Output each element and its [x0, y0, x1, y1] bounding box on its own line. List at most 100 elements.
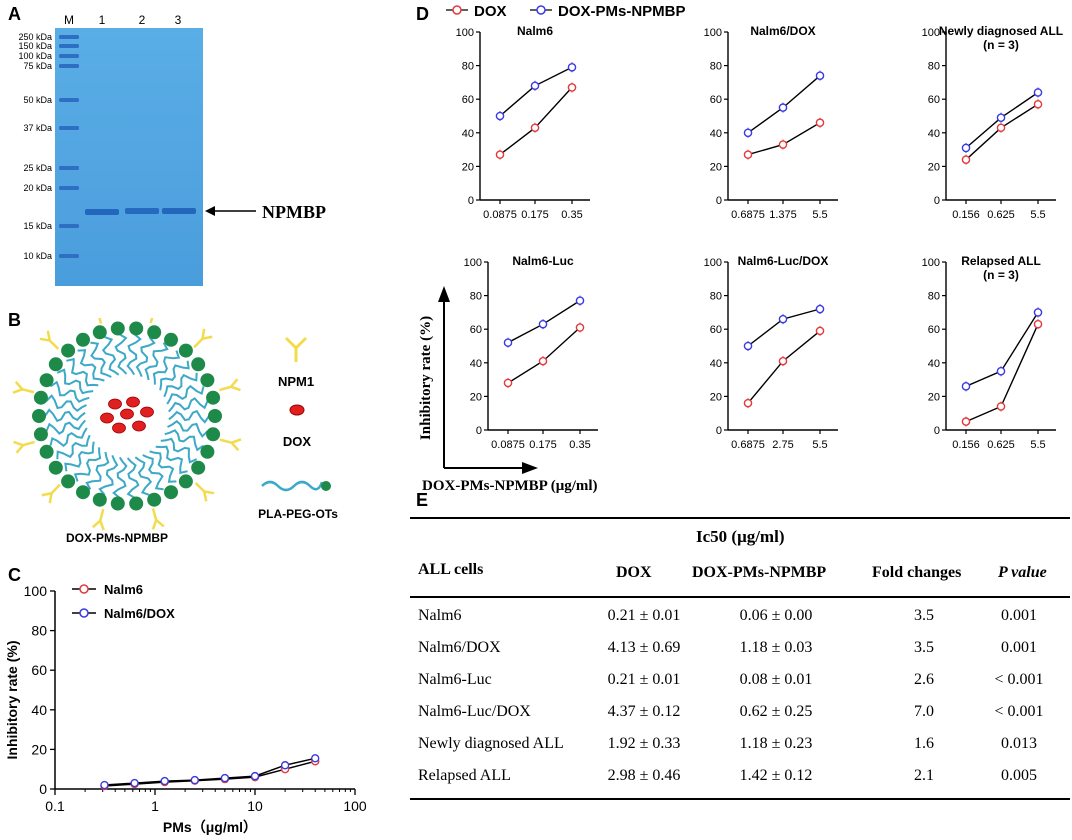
- lane-label: M: [64, 13, 74, 27]
- polymer-tail: [168, 397, 209, 413]
- antibody-icon: [219, 378, 241, 392]
- antibody-icon: [151, 508, 165, 530]
- table-cell: 1.18 ± 0.03: [739, 639, 813, 656]
- marker-band: [59, 35, 79, 39]
- marker-band: [59, 44, 79, 48]
- y-tick-label: 60: [470, 324, 482, 336]
- x-tick-label: 0.156: [952, 209, 980, 221]
- series-line-0: [499, 86, 573, 156]
- data-point: [996, 402, 1006, 411]
- polymer-bead: [191, 357, 206, 372]
- lane-label: 3: [175, 13, 182, 27]
- legend-marker-nalm6: [79, 584, 89, 594]
- polymer-tail: [77, 349, 105, 382]
- gel-band-lane-3: [162, 208, 196, 214]
- gel-band-lane-2: [125, 208, 159, 214]
- x-tick-label: 5.5: [1030, 209, 1045, 221]
- dox-molecule: [132, 420, 146, 432]
- gel-band-lane-1: [85, 209, 119, 215]
- marker-size-label: 37 kDa: [23, 123, 52, 133]
- y-tick-label: 20: [928, 391, 940, 403]
- table-header-pms: DOX-PMs-NPMBP: [692, 564, 827, 581]
- antibody-icon: [194, 482, 215, 502]
- legend-pms-marker: [536, 5, 546, 15]
- y-tick-label: 80: [710, 61, 722, 73]
- polymer-tail: [64, 441, 95, 472]
- table-cell: 4.37 ± 0.12: [607, 703, 681, 720]
- marker-band: [59, 166, 79, 170]
- polymer-tail: [168, 409, 210, 424]
- marker-size-label: 250 kDa: [18, 32, 52, 42]
- data-point: [961, 382, 971, 391]
- polymer-bead: [164, 332, 178, 347]
- dox-molecule: [120, 408, 134, 420]
- chart-d3: 0 20 40 60 80 100 0.156 0.625 5.5 Newly diagnosed…: [922, 24, 1063, 221]
- data-point: [815, 71, 825, 80]
- x-tick-label: 0.35: [569, 439, 590, 451]
- y-tick-label: 60: [928, 324, 940, 336]
- table-header-cells: ALL cells: [418, 561, 484, 578]
- data-point: [530, 123, 540, 133]
- data-point: [530, 81, 540, 91]
- table-cell: 3.5: [914, 639, 934, 656]
- y-tick-label: 60: [462, 94, 474, 106]
- chart-title: Newly diagnosed ALL: [939, 24, 1063, 38]
- marker-band: [59, 224, 79, 228]
- chart-c-legend: Nalm6 Nalm6/DOX: [72, 582, 175, 621]
- table-cell: Nalm6/DOX: [418, 639, 501, 656]
- table-header-rule: [410, 596, 1070, 598]
- series-line-1: [499, 66, 573, 117]
- polymer-bead: [76, 332, 90, 347]
- table-cell: Nalm6-Luc/DOX: [418, 703, 531, 720]
- polymer-bead: [110, 496, 125, 511]
- legend-npm1-label: NPM1: [278, 374, 314, 389]
- polymer-bead: [110, 321, 125, 336]
- polymer-bead: [191, 460, 206, 475]
- marker-band: [59, 54, 79, 58]
- d-legend: DOX DOX-PMs-NPMBP: [446, 3, 686, 20]
- legend-marker-nalm6-dox: [79, 608, 89, 618]
- x-tick-label: 1.375: [769, 209, 797, 221]
- chart-d5: 0 20 40 60 80 100 0.6875 2.75 5.5 Nalm6-Luc/DOX: [704, 254, 838, 451]
- polymer-bead: [33, 427, 48, 442]
- d-x-arrow-head-icon: [522, 462, 538, 474]
- antibody-icon: [219, 438, 242, 452]
- y-tick-label: 0: [934, 425, 940, 437]
- polymer-tail: [135, 336, 156, 377]
- y-tick-label: 100: [922, 27, 940, 39]
- y-tick-label: 100: [24, 583, 48, 599]
- d-y-arrow-head-icon: [438, 286, 450, 302]
- table-cell: 0.21 ± 0.01: [607, 607, 681, 624]
- polymer-tail: [66, 357, 99, 387]
- panel-label-d: D: [416, 4, 429, 24]
- antibody-icon: [41, 483, 61, 504]
- polymer-bead: [206, 390, 221, 405]
- polymer-tail: [56, 434, 91, 460]
- chart-subtitle: (n = 3): [983, 268, 1019, 282]
- table-bottom-rule: [410, 798, 1070, 800]
- polymer-tail: [112, 456, 128, 499]
- polymer-tail: [98, 455, 119, 496]
- panel-label-b: B: [8, 310, 21, 330]
- series-line-0: [507, 326, 581, 384]
- polymer-bead: [129, 321, 144, 336]
- table-cell: Nalm6: [418, 607, 462, 624]
- data-point: [815, 326, 825, 336]
- table-cell: 7.0: [914, 703, 934, 720]
- x-tick-label: 2.75: [772, 439, 793, 451]
- data-point: [190, 775, 199, 785]
- polymer-bead: [206, 427, 221, 442]
- y-tick-label: 100: [704, 27, 722, 39]
- data-point: [503, 338, 513, 347]
- x-tick-label: 0.35: [561, 209, 582, 221]
- antibody-icon: [13, 440, 35, 454]
- marker-size-label: 50 kDa: [23, 95, 52, 105]
- table-header-pvalue: P value: [998, 564, 1047, 581]
- data-point: [1033, 319, 1043, 329]
- table-cell: 0.21 ± 0.01: [607, 671, 681, 688]
- data-point: [743, 398, 753, 408]
- legend-plapeg-icon: [261, 480, 324, 492]
- data-point: [1033, 88, 1043, 97]
